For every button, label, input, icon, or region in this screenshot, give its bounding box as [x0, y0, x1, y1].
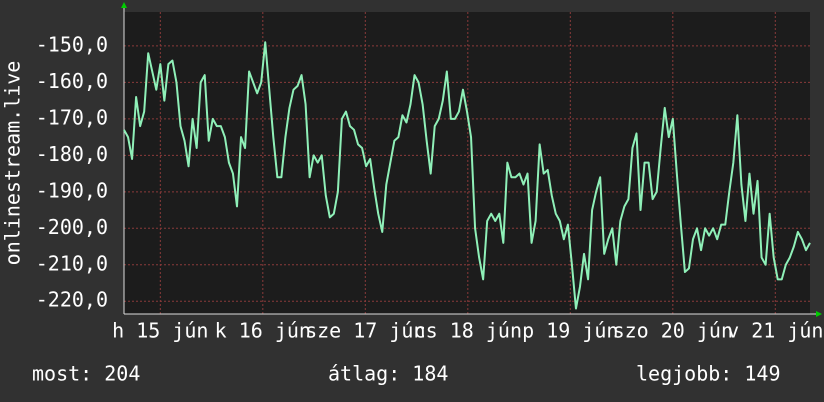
y-tick-label: -200,0 — [36, 215, 108, 239]
y-tick-label: -160,0 — [36, 69, 108, 93]
axis-arrow — [121, 2, 127, 8]
stat-text: most: 204 — [32, 362, 140, 386]
plot-area — [124, 12, 810, 314]
y-tick-label: -180,0 — [36, 142, 108, 166]
x-tick-label: sze 17 jún — [305, 319, 425, 343]
stat-text: átlag: 184 — [328, 362, 448, 386]
y-axis-label: onlinestream.live — [1, 61, 25, 266]
x-tick-label: k 16 jún — [215, 319, 311, 343]
y-tick-label: -210,0 — [36, 251, 108, 275]
x-tick-label: szo 20 jún — [613, 319, 733, 343]
data-line — [123, 41, 811, 310]
x-tick-label: p 19 jún — [522, 319, 618, 343]
x-tick-label: h 15 jún — [112, 319, 208, 343]
x-tick-label: cs 18 jún — [414, 319, 522, 343]
y-tick-label: -150,0 — [36, 32, 108, 56]
y-tick-label: -220,0 — [36, 288, 108, 312]
y-tick-label: -170,0 — [36, 105, 108, 129]
stat-text: legjobb: 149 — [636, 362, 781, 386]
axis-arrow — [816, 311, 822, 317]
y-tick-label: -190,0 — [36, 178, 108, 202]
x-tick-label: v 21 jún — [727, 319, 823, 343]
